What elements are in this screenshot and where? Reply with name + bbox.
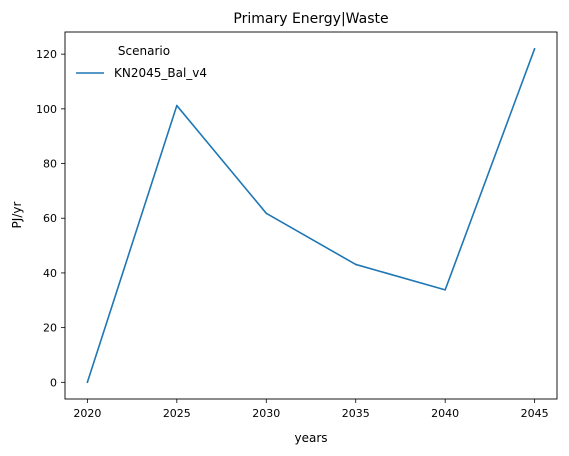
x-tick-label: 2045	[521, 407, 549, 420]
x-axis: 2020 2025 2030 2035 2040 2045	[73, 399, 549, 420]
y-axis-label: PJ/yr	[10, 202, 24, 229]
x-axis-label: years	[294, 431, 327, 445]
y-tick-label: 0	[50, 376, 57, 389]
series-layer	[86, 47, 536, 384]
x-tick-label: 2030	[252, 407, 280, 420]
x-tick-label: 2025	[163, 407, 191, 420]
legend-title: Scenario	[118, 44, 170, 58]
data-point	[533, 47, 536, 50]
series-line	[86, 48, 536, 383]
chart-title: Primary Energy|Waste	[233, 11, 388, 27]
data-point	[86, 381, 89, 384]
data-point	[265, 212, 268, 215]
plot-frame	[64, 31, 558, 400]
x-tick-label: 2040	[431, 407, 459, 420]
y-tick-label: 60	[43, 212, 57, 225]
y-tick-label: 20	[43, 322, 57, 335]
data-point	[354, 263, 357, 266]
data-point	[176, 104, 178, 107]
y-tick-label: 40	[43, 267, 57, 280]
y-tick-label: 120	[36, 48, 57, 61]
legend: Scenario KN2045_Bal_v4	[76, 44, 207, 80]
data-point	[444, 289, 446, 291]
x-tick-label: 2035	[342, 407, 370, 420]
legend-entry-label: KN2045_Bal_v4	[114, 66, 207, 80]
y-tick-label: 100	[36, 103, 57, 116]
y-tick-label: 80	[43, 158, 57, 171]
y-axis: 0 20 40 60 80 100 120	[36, 48, 65, 389]
x-tick-label: 2020	[73, 407, 101, 420]
